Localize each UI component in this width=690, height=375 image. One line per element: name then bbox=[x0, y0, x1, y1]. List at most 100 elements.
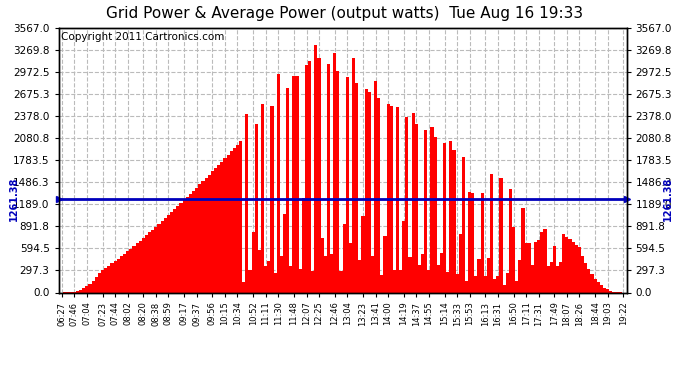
Bar bbox=[117, 259, 120, 292]
Bar bbox=[487, 258, 490, 292]
Bar bbox=[246, 114, 248, 292]
Bar bbox=[459, 234, 462, 292]
Bar bbox=[575, 244, 578, 292]
Bar bbox=[374, 81, 377, 292]
Bar bbox=[258, 250, 261, 292]
Bar bbox=[236, 145, 239, 292]
Bar bbox=[126, 251, 129, 292]
Bar bbox=[355, 83, 358, 292]
Bar bbox=[453, 150, 455, 292]
Bar bbox=[477, 259, 481, 292]
Bar bbox=[204, 178, 208, 292]
Bar bbox=[211, 171, 214, 292]
Bar bbox=[515, 281, 518, 292]
Bar bbox=[242, 282, 246, 292]
Bar bbox=[544, 228, 546, 292]
Bar bbox=[603, 288, 606, 292]
Bar bbox=[462, 157, 465, 292]
Bar bbox=[402, 221, 405, 292]
Bar bbox=[239, 141, 242, 292]
Bar bbox=[270, 106, 273, 292]
Bar bbox=[433, 137, 437, 292]
Bar bbox=[559, 262, 562, 292]
Bar bbox=[280, 256, 283, 292]
Bar bbox=[569, 239, 571, 292]
Bar bbox=[562, 234, 565, 292]
Bar bbox=[233, 148, 236, 292]
Bar bbox=[283, 214, 286, 292]
Bar bbox=[324, 256, 327, 292]
Bar bbox=[198, 184, 201, 292]
Bar bbox=[546, 266, 550, 292]
Bar bbox=[88, 284, 92, 292]
Bar bbox=[333, 53, 336, 292]
Bar bbox=[352, 57, 355, 292]
Bar bbox=[412, 113, 415, 292]
Bar bbox=[170, 212, 173, 292]
Bar bbox=[493, 279, 496, 292]
Bar bbox=[208, 175, 211, 292]
Bar bbox=[509, 189, 512, 292]
Bar bbox=[132, 246, 135, 292]
Bar bbox=[431, 127, 433, 292]
Bar bbox=[224, 158, 226, 292]
Bar bbox=[317, 58, 321, 292]
Bar bbox=[164, 218, 167, 292]
Bar bbox=[534, 242, 537, 292]
Bar bbox=[226, 155, 230, 292]
Bar bbox=[151, 230, 155, 292]
Bar bbox=[440, 253, 443, 292]
Bar bbox=[571, 242, 575, 292]
Bar bbox=[502, 285, 506, 292]
Bar bbox=[349, 243, 352, 292]
Bar bbox=[308, 61, 311, 292]
Bar bbox=[286, 87, 289, 292]
Bar bbox=[437, 265, 440, 292]
Bar bbox=[145, 235, 148, 292]
Bar bbox=[230, 152, 233, 292]
Bar bbox=[315, 45, 317, 292]
Bar bbox=[135, 243, 139, 292]
Bar bbox=[364, 90, 368, 292]
Bar bbox=[336, 70, 339, 292]
Bar bbox=[264, 266, 267, 292]
Bar bbox=[474, 276, 477, 292]
Bar bbox=[449, 141, 453, 292]
Bar bbox=[192, 191, 195, 292]
Bar bbox=[157, 224, 161, 292]
Bar bbox=[299, 269, 302, 292]
Bar bbox=[371, 256, 374, 292]
Bar bbox=[167, 215, 170, 292]
Bar bbox=[107, 266, 110, 292]
Bar bbox=[512, 227, 515, 292]
Bar bbox=[220, 162, 224, 292]
Bar bbox=[443, 144, 446, 292]
Bar bbox=[418, 265, 421, 292]
Bar bbox=[79, 290, 82, 292]
Bar bbox=[358, 261, 362, 292]
Bar bbox=[537, 240, 540, 292]
Bar bbox=[95, 277, 98, 292]
Bar bbox=[362, 216, 364, 292]
Bar bbox=[522, 208, 524, 292]
Bar bbox=[173, 209, 177, 292]
Bar bbox=[295, 76, 299, 292]
Bar bbox=[606, 290, 609, 292]
Bar bbox=[86, 286, 88, 292]
Bar bbox=[177, 206, 179, 292]
Bar bbox=[565, 237, 569, 292]
Bar bbox=[384, 236, 386, 292]
Bar bbox=[252, 232, 255, 292]
Bar bbox=[104, 268, 107, 292]
Bar bbox=[587, 269, 591, 292]
Bar bbox=[339, 272, 343, 292]
Bar bbox=[273, 273, 277, 292]
Bar bbox=[481, 194, 484, 292]
Bar bbox=[393, 270, 396, 292]
Bar bbox=[578, 247, 581, 292]
Bar bbox=[591, 274, 593, 292]
Bar bbox=[129, 249, 132, 292]
Bar bbox=[468, 192, 471, 292]
Bar bbox=[123, 254, 126, 292]
Bar bbox=[183, 200, 186, 292]
